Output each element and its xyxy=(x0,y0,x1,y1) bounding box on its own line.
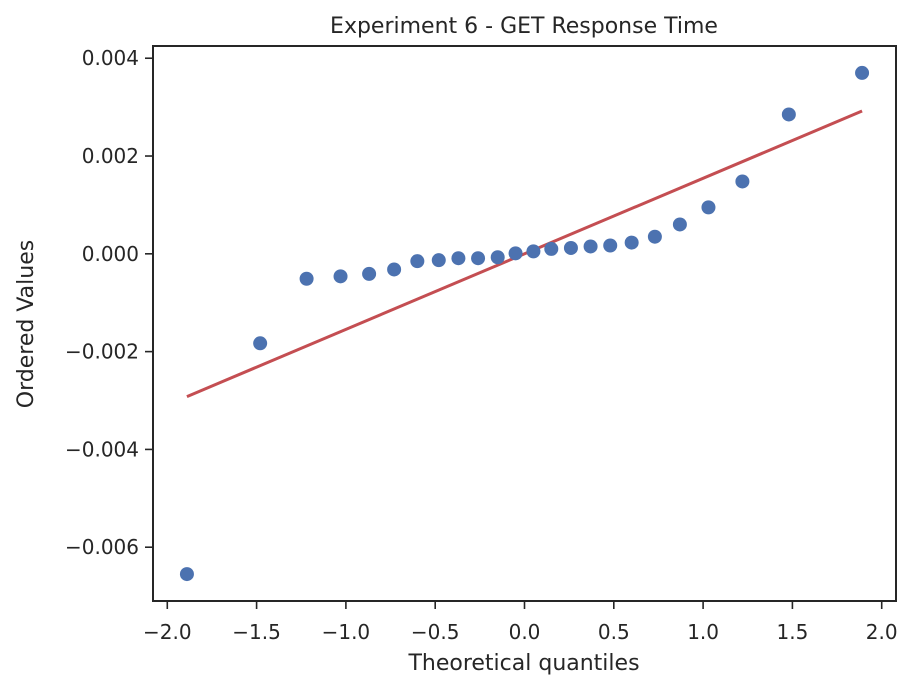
x-tick-label: −1.5 xyxy=(232,620,281,644)
data-point xyxy=(672,217,687,232)
data-point xyxy=(387,262,402,277)
x-tick-label: 2.0 xyxy=(866,620,898,644)
x-tick-label: 1.0 xyxy=(687,620,719,644)
x-tick-label: −2.0 xyxy=(143,620,192,644)
data-point xyxy=(362,266,377,281)
data-point xyxy=(526,244,541,259)
data-point xyxy=(583,239,598,254)
data-point xyxy=(471,251,486,266)
data-point xyxy=(333,269,348,284)
reference-line xyxy=(186,109,863,398)
data-point xyxy=(179,567,194,582)
data-point xyxy=(490,250,505,265)
data-point xyxy=(603,238,618,253)
y-tick-label: −0.006 xyxy=(65,535,139,559)
x-axis-label: Theoretical quantiles xyxy=(407,651,639,676)
x-tick-label: −1.0 xyxy=(322,620,371,644)
chart-title: Experiment 6 - GET Response Time xyxy=(330,14,718,39)
data-point xyxy=(544,241,559,256)
data-point xyxy=(299,271,314,286)
y-axis-label: Ordered Values xyxy=(14,240,39,408)
data-point xyxy=(624,235,639,250)
data-point xyxy=(563,240,578,255)
data-point xyxy=(431,253,446,268)
data-point xyxy=(451,251,466,266)
plot-area: −2.0 −1.5 −1.0 −0.5 0.0 0.5 1.0 1.5 2.0 −0.006 −0.… xyxy=(65,45,898,644)
x-tick-label: 0.5 xyxy=(598,620,630,644)
y-tick-label: −0.004 xyxy=(65,437,139,461)
axes-frame xyxy=(152,45,897,602)
y-tick-label: 0.004 xyxy=(82,46,139,70)
y-tick-label: 0.000 xyxy=(82,242,139,266)
x-tick-label: 1.5 xyxy=(777,620,809,644)
data-point xyxy=(647,229,662,244)
data-point xyxy=(508,246,523,261)
data-point xyxy=(735,174,750,189)
data-point xyxy=(781,107,796,122)
data-point xyxy=(410,254,425,269)
x-tick-label: 0.0 xyxy=(509,620,541,644)
data-point xyxy=(855,65,870,80)
data-point xyxy=(701,200,716,215)
data-point xyxy=(253,336,268,351)
y-tick-label: 0.002 xyxy=(82,144,139,168)
x-tick-label: −0.5 xyxy=(411,620,460,644)
y-tick-label: −0.002 xyxy=(65,340,139,364)
